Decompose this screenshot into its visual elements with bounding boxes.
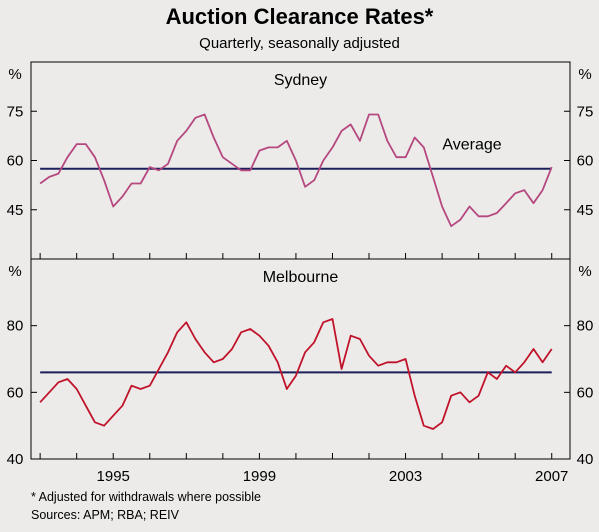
melbourne-y-tick-label-right: 40	[577, 451, 594, 468]
melbourne-y-tick-label-left: 80	[7, 318, 24, 335]
melbourne-unit-label-right: %	[578, 263, 591, 280]
melbourne-unit-label-left: %	[8, 263, 21, 280]
x-tick-label: 2003	[389, 468, 422, 485]
sydney-series-line	[39, 113, 553, 228]
sydney-average-label: Average	[442, 137, 501, 154]
sydney-y-tick-label-left: 75	[7, 103, 24, 120]
sydney-panel-title: Sydney	[274, 72, 327, 89]
sydney-unit-label-left: %	[8, 66, 21, 83]
x-tick-label: 1999	[243, 468, 276, 485]
sydney-unit-label-right: %	[578, 66, 591, 83]
x-tick-label: 2007	[535, 468, 568, 485]
chart-title: Auction Clearance Rates*	[165, 4, 434, 29]
x-tick-label: 1995	[97, 468, 130, 485]
melbourne-series-line	[39, 318, 553, 430]
plot-frame	[30, 61, 571, 460]
footnote: * Adjusted for withdrawals where possibl…	[31, 490, 261, 504]
melbourne-y-tick-label-left: 60	[7, 384, 24, 401]
melbourne-y-tick-label-left: 40	[7, 451, 24, 468]
sydney-y-tick-label-right: 45	[577, 202, 594, 219]
sydney-y-tick-label-right: 75	[577, 103, 594, 120]
sydney-y-tick-label-left: 45	[7, 202, 24, 219]
sydney-y-tick-label-right: 60	[577, 153, 594, 170]
melbourne-y-tick-label-right: 80	[577, 318, 594, 335]
chart-subtitle: Quarterly, seasonally adjusted	[199, 35, 400, 52]
sources-note: Sources: APM; RBA; REIV	[31, 508, 179, 522]
melbourne-y-tick-label-right: 60	[577, 384, 594, 401]
melbourne-panel-title: Melbourne	[263, 269, 339, 286]
sydney-y-tick-label-left: 60	[7, 153, 24, 170]
